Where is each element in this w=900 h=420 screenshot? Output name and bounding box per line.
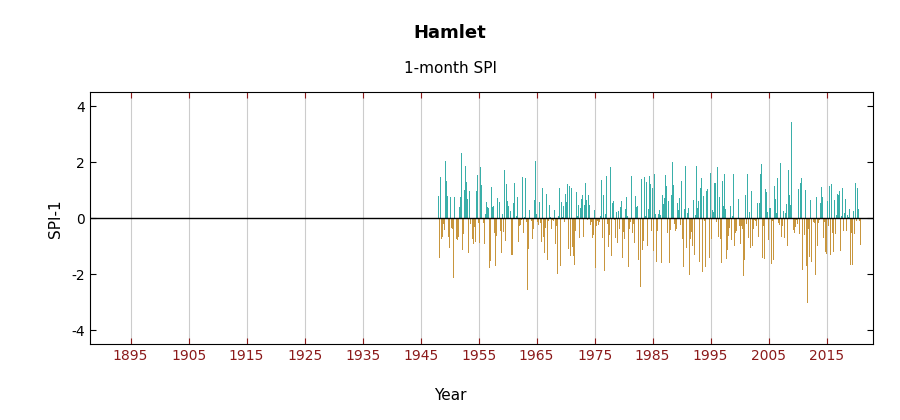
Y-axis label: SPI-1: SPI-1 [49, 199, 63, 238]
Text: Year: Year [434, 388, 466, 403]
X-axis label: Year: Year [0, 419, 1, 420]
Text: 1-month SPI: 1-month SPI [403, 60, 497, 76]
Text: Hamlet: Hamlet [414, 24, 486, 42]
